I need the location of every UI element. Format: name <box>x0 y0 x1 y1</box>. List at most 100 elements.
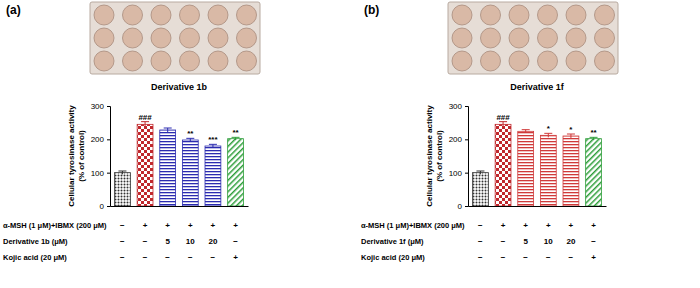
treatment-value: − <box>501 253 506 262</box>
treatment-value: 5 <box>523 237 528 246</box>
well <box>481 5 501 25</box>
treatment-value: − <box>478 253 483 262</box>
treatment-value: − <box>546 253 551 262</box>
error-bar <box>522 130 530 133</box>
treatment-label: Derivative 1b (μM) <box>3 237 68 246</box>
bar <box>160 130 176 206</box>
y-tick-mark <box>465 206 468 207</box>
error-bar <box>209 144 217 147</box>
treatment-label: Derivative 1f (μM) <box>361 237 424 246</box>
treatment-value: − <box>143 237 148 246</box>
significance: * <box>547 124 551 133</box>
y-tick-label: 0 <box>458 202 463 211</box>
treatment-value: − <box>591 237 596 246</box>
bars <box>473 122 602 206</box>
y-tick: 0 <box>100 202 110 211</box>
significance: ** <box>187 129 194 138</box>
well <box>208 28 228 48</box>
y-label: (% of control) <box>435 130 444 182</box>
figure: (a)Derivative 1b0100200300Cellular tyros… <box>0 0 700 288</box>
y-tick-label: 200 <box>449 135 463 144</box>
error-line <box>548 133 549 137</box>
treatment-value: − <box>120 253 125 262</box>
y-tick-label: 300 <box>91 102 105 111</box>
treatment-value: − <box>188 253 193 262</box>
panel-label: (a) <box>6 3 21 17</box>
well <box>452 28 472 48</box>
panel: (b)Derivative 1f0100200300Cellular tyros… <box>361 2 618 262</box>
bar <box>540 135 556 206</box>
y-tick: 300 <box>449 102 468 111</box>
y-tick-mark <box>107 173 110 174</box>
treatment-value: + <box>188 221 193 230</box>
treatment-value: − <box>165 253 170 262</box>
y-tick-mark <box>107 139 110 140</box>
significance: *** <box>208 135 218 144</box>
well <box>237 51 257 71</box>
bar <box>115 173 131 206</box>
bar <box>137 124 153 206</box>
well <box>452 51 472 71</box>
well <box>151 5 171 25</box>
bar <box>473 173 489 206</box>
well <box>566 28 586 48</box>
well <box>94 5 114 25</box>
treatment-value: + <box>546 221 551 230</box>
y-tick-mark <box>107 206 110 207</box>
treatment-value: − <box>233 237 238 246</box>
bar <box>182 140 198 206</box>
well <box>509 51 529 71</box>
y-axis: 0 100 200 300 <box>91 102 111 211</box>
error-cap <box>164 128 172 129</box>
error-bar <box>590 137 598 140</box>
significance: * <box>569 125 573 134</box>
well <box>566 51 586 71</box>
y-tick-label: 100 <box>449 169 463 178</box>
y-tick-mark <box>465 139 468 140</box>
well <box>151 28 171 48</box>
well <box>123 28 143 48</box>
treatment-label: α-MSH (1 μM)+IBMX (200 μM) <box>3 221 107 230</box>
y-label: (% of control) <box>77 130 86 182</box>
well <box>538 28 558 48</box>
well <box>151 51 171 71</box>
error-line <box>145 122 146 127</box>
treatment-value: − <box>501 237 506 246</box>
bar <box>495 124 511 206</box>
error-bar <box>232 137 240 140</box>
treatment-value: − <box>523 253 528 262</box>
treatment-value: − <box>211 253 216 262</box>
well <box>481 51 501 71</box>
treatment-value: 5 <box>165 237 170 246</box>
treatment-value: − <box>120 221 125 230</box>
y-tick: 300 <box>91 102 110 111</box>
y-tick-mark <box>465 173 468 174</box>
y-tick: 200 <box>449 135 468 144</box>
well <box>94 51 114 71</box>
error-cap <box>118 171 126 172</box>
well <box>509 28 529 48</box>
y-tick: 100 <box>91 169 110 178</box>
bar <box>563 136 579 206</box>
treatment-value: − <box>120 237 125 246</box>
bar <box>228 139 244 206</box>
well <box>595 51 615 71</box>
well <box>595 5 615 25</box>
treatment-value: + <box>501 221 506 230</box>
error-bar <box>499 122 507 127</box>
error-line <box>503 122 504 127</box>
y-tick: 200 <box>91 135 110 144</box>
well <box>123 5 143 25</box>
y-tick-label: 300 <box>449 102 463 111</box>
bar <box>586 139 602 206</box>
well <box>481 28 501 48</box>
error-bar <box>141 122 149 127</box>
y-label: Cellular tyrosinase activity <box>425 105 434 207</box>
error-bar <box>476 171 484 174</box>
well <box>595 28 615 48</box>
treatment-label: Kojic acid (20 μM) <box>361 253 425 262</box>
y-label: Cellular tyrosinase activity <box>67 105 76 207</box>
significance: ** <box>232 128 239 137</box>
well <box>237 5 257 25</box>
well <box>180 51 200 71</box>
